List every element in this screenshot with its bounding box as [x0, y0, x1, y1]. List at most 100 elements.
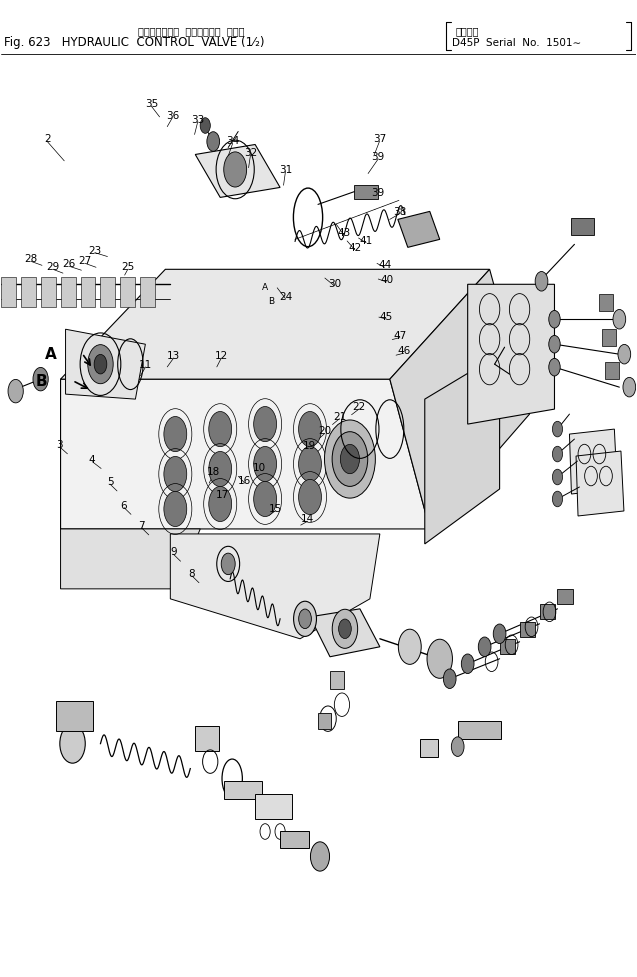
Circle shape	[294, 602, 317, 637]
Text: 18: 18	[207, 467, 220, 477]
Circle shape	[332, 432, 368, 487]
Text: 11: 11	[139, 360, 152, 369]
Polygon shape	[170, 534, 380, 639]
Text: A: A	[262, 283, 268, 292]
Text: 4: 4	[89, 454, 96, 464]
Text: 13: 13	[167, 351, 180, 361]
Text: 31: 31	[279, 164, 292, 175]
Circle shape	[254, 482, 276, 517]
Polygon shape	[390, 270, 529, 530]
Text: 16: 16	[238, 476, 252, 486]
Polygon shape	[576, 451, 624, 517]
Text: 44: 44	[378, 260, 391, 270]
Circle shape	[94, 355, 107, 374]
Bar	[354, 187, 378, 200]
Polygon shape	[425, 355, 499, 544]
Circle shape	[548, 311, 560, 328]
Text: 45: 45	[380, 312, 393, 321]
Polygon shape	[468, 285, 554, 425]
Bar	[605, 362, 619, 380]
Circle shape	[548, 359, 560, 376]
Bar	[120, 278, 136, 308]
Circle shape	[461, 655, 474, 674]
Text: Fig. 623   HYDRAULIC  CONTROL  VALVE (1⁄₂): Fig. 623 HYDRAULIC CONTROL VALVE (1⁄₂)	[4, 36, 264, 49]
Text: 5: 5	[107, 477, 113, 487]
Text: 37: 37	[373, 134, 386, 145]
Circle shape	[207, 133, 220, 152]
Text: 33: 33	[191, 114, 204, 125]
Polygon shape	[61, 380, 430, 530]
Bar	[571, 219, 594, 236]
Text: 2: 2	[44, 134, 50, 145]
Text: 39: 39	[371, 151, 385, 162]
Bar	[458, 721, 501, 739]
Circle shape	[398, 629, 421, 664]
Text: 34: 34	[226, 136, 240, 147]
Text: D45P  Serial  No.  1501∼: D45P Serial No. 1501∼	[452, 38, 581, 48]
Circle shape	[299, 480, 322, 515]
Text: 14: 14	[301, 514, 314, 524]
Bar	[55, 701, 94, 731]
Text: 46: 46	[397, 346, 410, 356]
Circle shape	[310, 842, 329, 871]
Bar	[420, 740, 438, 757]
Circle shape	[8, 380, 24, 404]
Text: 23: 23	[88, 245, 101, 255]
Bar	[318, 713, 331, 729]
Circle shape	[254, 407, 276, 443]
Polygon shape	[569, 430, 617, 494]
Text: 36: 36	[166, 110, 179, 121]
Text: 7: 7	[138, 521, 145, 531]
Text: 17: 17	[216, 489, 229, 499]
Text: 30: 30	[328, 278, 341, 288]
Text: 24: 24	[279, 291, 292, 301]
Circle shape	[324, 420, 375, 498]
Circle shape	[224, 152, 247, 188]
Text: 20: 20	[318, 426, 331, 436]
Bar	[603, 329, 617, 347]
Bar	[101, 278, 115, 308]
Bar	[20, 278, 36, 308]
Text: 43: 43	[338, 228, 350, 237]
Circle shape	[552, 422, 562, 438]
Polygon shape	[66, 330, 145, 400]
Bar	[330, 671, 344, 689]
Circle shape	[552, 491, 562, 507]
Circle shape	[200, 118, 210, 134]
Bar	[520, 622, 536, 637]
Circle shape	[88, 345, 113, 384]
Text: 10: 10	[253, 463, 266, 473]
Circle shape	[164, 491, 187, 527]
Text: 40: 40	[380, 275, 393, 284]
Text: 15: 15	[269, 503, 283, 513]
Text: B: B	[36, 373, 47, 389]
Polygon shape	[61, 270, 490, 380]
Circle shape	[209, 452, 232, 488]
Circle shape	[33, 368, 48, 392]
Bar	[540, 605, 555, 619]
Text: ハイドロリック  コントロール  バルブ: ハイドロリック コントロール バルブ	[138, 26, 245, 36]
Bar	[280, 831, 309, 849]
Text: 6: 6	[120, 500, 127, 510]
Text: 41: 41	[359, 235, 373, 245]
Text: 47: 47	[393, 330, 406, 340]
Bar	[557, 589, 573, 604]
Text: 25: 25	[121, 262, 134, 272]
Circle shape	[623, 378, 636, 398]
Circle shape	[535, 273, 548, 292]
Bar	[61, 278, 76, 308]
Text: 28: 28	[25, 254, 38, 264]
Text: A: A	[45, 347, 57, 361]
Polygon shape	[196, 146, 280, 198]
Bar	[1, 278, 16, 308]
Text: 32: 32	[244, 148, 257, 158]
Text: 8: 8	[189, 569, 196, 578]
Bar	[80, 278, 96, 308]
Text: 19: 19	[303, 441, 315, 450]
Bar	[140, 278, 155, 308]
Polygon shape	[310, 610, 380, 658]
Circle shape	[618, 345, 631, 364]
Circle shape	[552, 470, 562, 486]
Circle shape	[452, 737, 464, 756]
Circle shape	[164, 457, 187, 492]
